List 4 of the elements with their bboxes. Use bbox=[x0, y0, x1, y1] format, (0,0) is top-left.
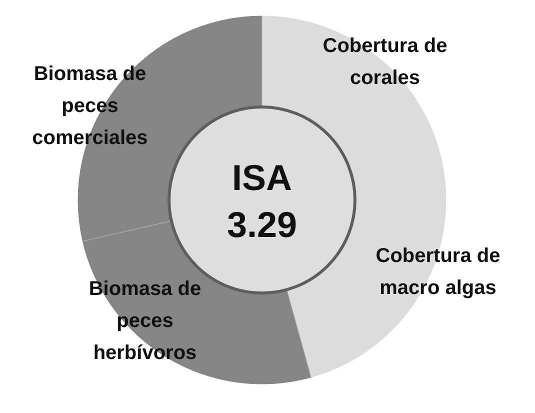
slice-label: Cobertura de macro algas bbox=[376, 245, 500, 299]
text: 3.29 bbox=[226, 204, 298, 245]
slice-label: Cobertura de corales bbox=[322, 35, 448, 89]
text: ISA bbox=[232, 157, 292, 198]
